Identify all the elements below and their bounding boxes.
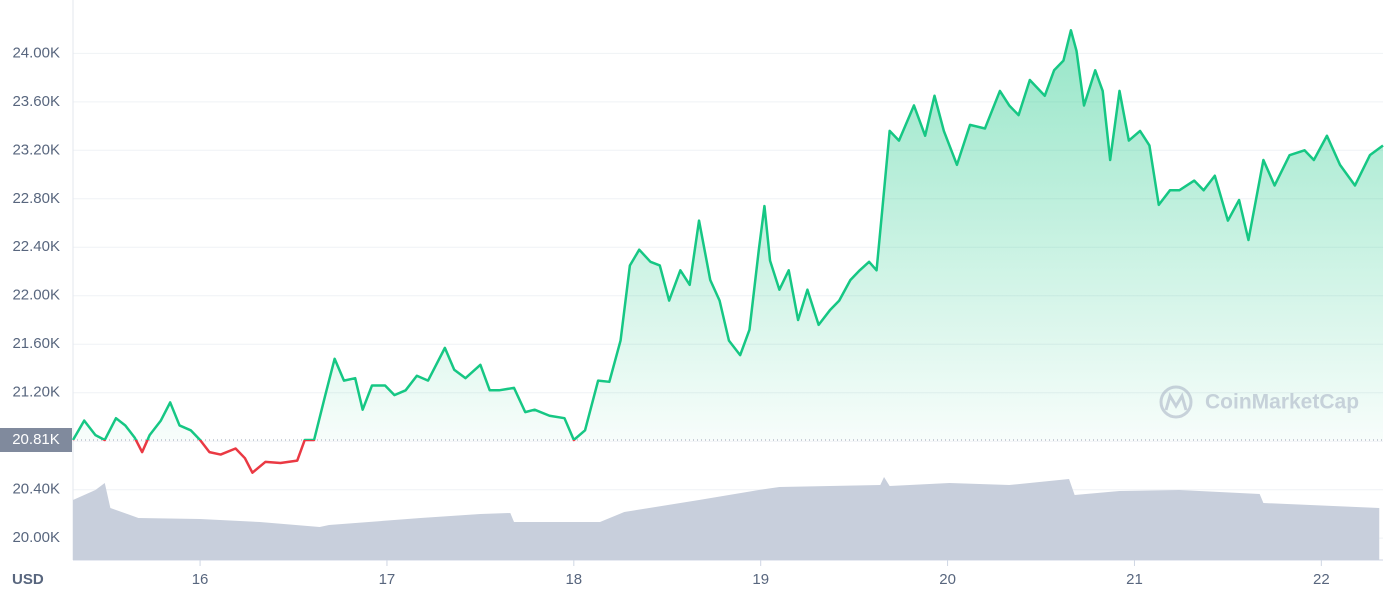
y-tick-label: 23.60K [12, 93, 60, 110]
watermark-logo [1159, 385, 1193, 419]
x-tick-label: 16 [192, 571, 209, 588]
x-tick-label: 22 [1313, 571, 1330, 588]
x-tick-label: 18 [565, 571, 582, 588]
y-tick-label: 22.40K [12, 238, 60, 255]
x-tick-label: 21 [1126, 571, 1143, 588]
x-tick-label: 20 [939, 571, 956, 588]
price-line-up [71, 29, 1384, 440]
baseline-label: 20.81K [12, 431, 60, 448]
y-tick-label: 20.00K [12, 529, 60, 546]
price-line-down [73, 440, 576, 474]
x-tick-label: 19 [752, 571, 769, 588]
price-area [73, 30, 1383, 440]
y-tick-label: 23.20K [12, 141, 60, 158]
watermark: CoinMarketCap [1159, 385, 1359, 419]
y-tick-label: 21.60K [12, 335, 60, 352]
y-tick-label: 20.40K [12, 481, 60, 498]
watermark-text: CoinMarketCap [1205, 391, 1359, 414]
y-tick-label: 21.20K [12, 384, 60, 401]
volume-area [73, 477, 1380, 560]
x-axis-label: USD [12, 571, 44, 588]
watermark-logo-mark [1164, 392, 1188, 411]
x-tick-label: 17 [379, 571, 396, 588]
y-tick-label: 22.00K [12, 287, 60, 304]
baseline-label-box [0, 428, 72, 452]
y-tick-label: 22.80K [12, 190, 60, 207]
y-tick-label: 24.00K [12, 44, 60, 61]
